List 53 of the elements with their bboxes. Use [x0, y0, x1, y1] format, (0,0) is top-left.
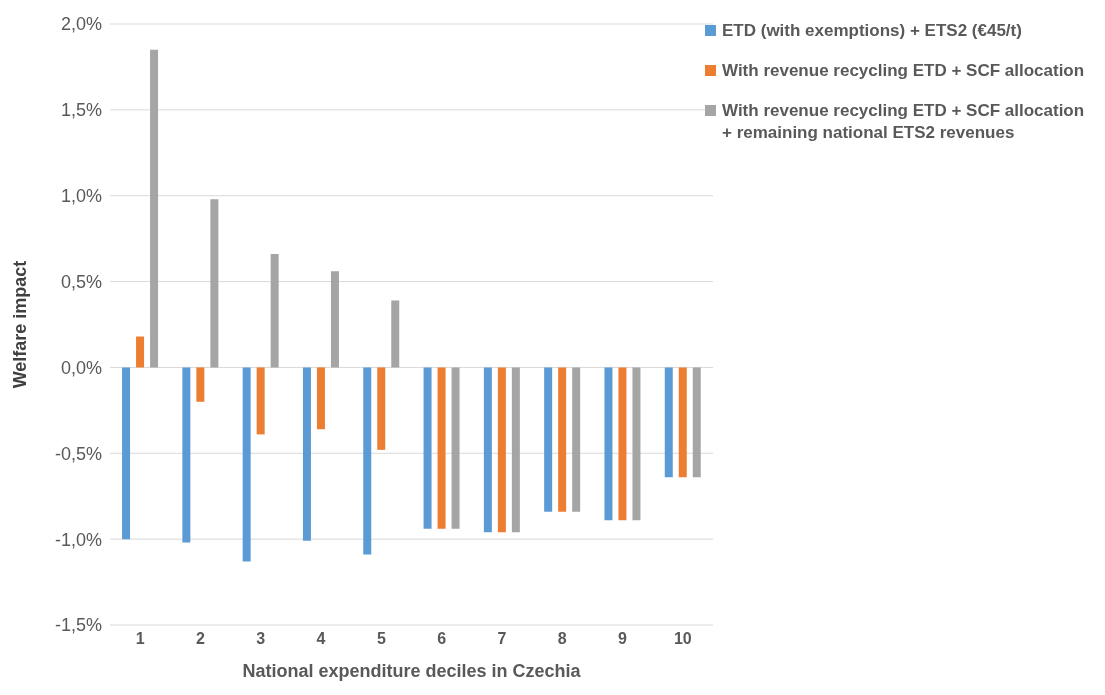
y-tick-label: 1,0%	[60, 186, 102, 207]
bar	[196, 367, 205, 402]
bar	[270, 254, 279, 368]
bar	[511, 367, 520, 533]
bar	[363, 367, 372, 555]
x-tick-label: 6	[437, 630, 447, 648]
y-tick-label: 0,5%	[60, 271, 102, 292]
legend-label: ETD (with exemptions) + ETS2 (€45/t)	[722, 20, 1022, 42]
bar	[558, 367, 567, 512]
y-tick-label: -1,0%	[54, 529, 102, 550]
x-tick-label: 3	[256, 630, 266, 648]
bar	[377, 367, 386, 450]
x-tick-label: 5	[376, 630, 386, 648]
bar	[451, 367, 460, 529]
x-axis-title: National expenditure deciles in Czechia	[242, 661, 582, 681]
bar	[210, 199, 219, 368]
bar	[692, 367, 701, 478]
y-tick-label: 2,0%	[60, 14, 102, 35]
bar	[572, 367, 581, 512]
x-tick-label: 10	[673, 630, 692, 648]
bar	[391, 300, 400, 368]
y-tick-label: -1,5%	[54, 615, 102, 636]
bar	[497, 367, 506, 533]
bar	[150, 49, 159, 368]
legend-label: With revenue recycling ETD + SCF allocation	[722, 60, 1085, 82]
bar	[136, 336, 145, 368]
x-tick-label: 7	[497, 630, 507, 648]
bar	[122, 367, 131, 540]
bar	[618, 367, 627, 521]
y-tick-label: -0,5%	[54, 443, 102, 464]
legend-label: With revenue recycling ETD + SCF allocation + remaining national ETS2 revenues	[722, 100, 1085, 144]
bar	[483, 367, 492, 533]
bar	[330, 271, 339, 368]
bar	[182, 367, 191, 543]
x-tick-label: 4	[316, 630, 326, 648]
bar	[437, 367, 446, 529]
bar	[544, 367, 553, 512]
bar	[604, 367, 613, 521]
x-tick-label: 1	[135, 630, 145, 648]
bar	[678, 367, 687, 478]
y-tick-label: 1,5%	[60, 100, 102, 121]
bar	[664, 367, 673, 478]
bar	[423, 367, 432, 529]
x-tick-label: 8	[557, 630, 567, 648]
bar	[316, 367, 325, 430]
x-tick-label: 2	[196, 630, 205, 648]
y-tick-label: 0,0%	[60, 357, 102, 378]
bar	[302, 367, 311, 541]
x-tick-label: 9	[618, 630, 628, 648]
y-axis-title: Welfare impact	[10, 260, 31, 389]
bar	[632, 367, 641, 521]
bar	[256, 367, 265, 435]
bar	[242, 367, 251, 562]
